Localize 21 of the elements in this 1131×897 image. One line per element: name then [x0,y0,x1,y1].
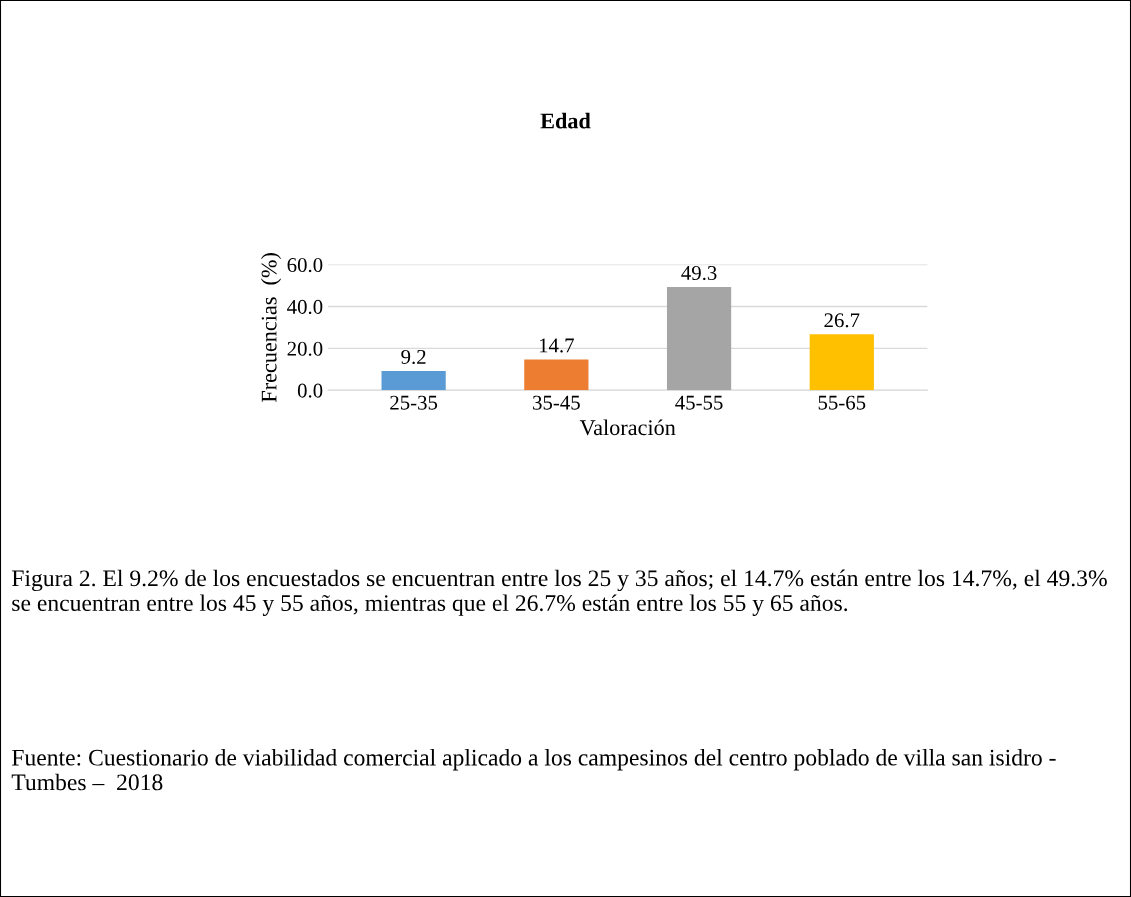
data-label: 26.7 [824,313,860,328]
data-label: 14.7 [539,338,574,353]
x-axis-title: Valoración [579,419,676,436]
x-tick-label: 55-65 [818,395,866,410]
y-tick-label: 0.0 [297,383,323,398]
x-tick-label: 25-35 [390,395,438,410]
x-tick-label: 45-55 [675,395,723,410]
source-note: Fuente: Cuestionario de viabilidad comercial aplicado a los campesinos del centro poblado de villa san isidro - Tumbes – 2018 [11,748,1056,791]
bar [809,334,874,391]
text: Figura 2. El 9.2% de los encuestados se encuentran entre los 25 y 35 años; el 14.7% están entre los 14.7%, el 49.3% se encuentran entre los 45 y 55 años, mientras que el 26.7% están entre los 55 y 65 años. [11,569,1107,616]
bar [381,370,446,391]
chart-title: Edad [540,112,591,129]
y-tick-label: 60.0 [287,257,323,273]
y-axis-title: Frecuencias (%) [260,253,282,403]
y-tick-label: 20.0 [287,341,323,356]
y-tick-label: 40.0 [287,299,323,314]
x-tick-label: 35-45 [533,395,580,410]
bar [666,287,732,391]
bar [524,359,589,391]
data-label: 49.3 [681,266,717,281]
data-label: 9.2 [401,349,426,365]
